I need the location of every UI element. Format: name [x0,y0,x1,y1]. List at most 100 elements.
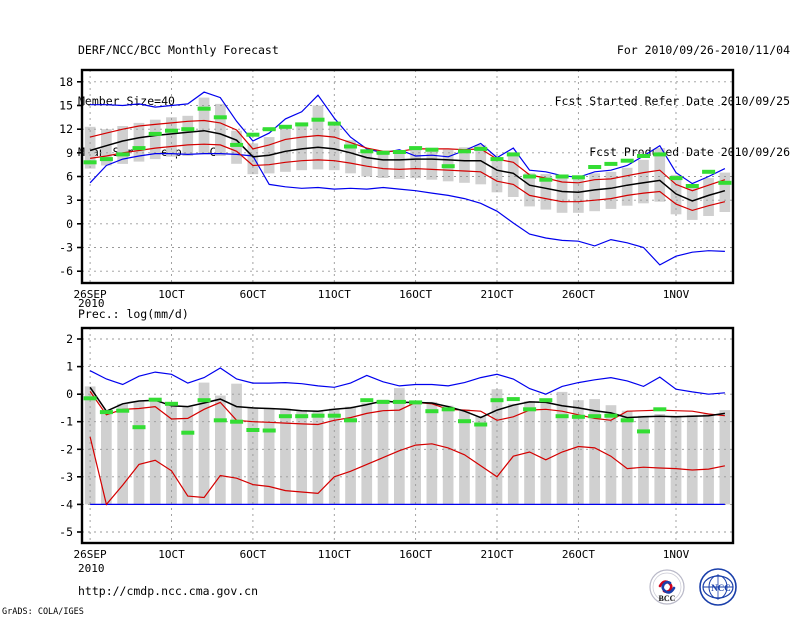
observed-segment [588,165,602,169]
observed-segment [230,419,244,424]
ensemble-box [231,130,242,164]
x-tick-label: 21OCT [480,288,513,301]
observed-segment [425,147,439,152]
observed-segment [637,154,650,158]
source-url[interactable]: http://cmdp.ncc.cma.gov.cn [78,584,259,598]
observed-segment [327,413,341,418]
observed-segment [571,414,585,419]
ensemble-box [638,159,649,204]
ensemble-box [654,414,666,505]
bcc-logo-icon: BCC [649,569,685,605]
ensemble-box [703,414,714,505]
x-tick-label: 26SEP [74,548,107,561]
ensemble-box [345,406,356,505]
ensemble-box [345,140,356,174]
x-tick-label: 6OCT [240,548,267,561]
ensemble-box [475,144,487,185]
observed-segment [458,149,471,154]
x-axis: 26SEP 1OCT 6OCT 11OCT 16OCT 21OCT 26OCT 1NOV [74,548,690,561]
ensemble-box [149,119,161,160]
observed-segment [360,149,374,154]
observed-segment [83,160,97,165]
x-tick-label: 1NOV [663,288,690,301]
x-tick-label: 11OCT [318,548,351,561]
observed-segment [409,146,423,151]
ensemble-box [117,126,128,164]
y-tick-label: 18 [59,75,73,89]
agency-logos: BCC NCC [649,568,737,606]
x-tick-label: 11OCT [318,288,351,301]
ensemble-box [589,173,600,212]
x-tick-label: 16OCT [399,548,432,561]
ensemble-box [101,410,112,505]
header-right-block: For 2010/09/26-2010/11/04 Fcst Started R… [555,8,790,178]
ensemble-box [491,158,503,193]
observed-segment [620,418,634,423]
x-tick-label: 16OCT [399,288,432,301]
series-ensemble-max [89,152,725,266]
series-ensemble-max [89,367,725,395]
observed-segment [604,413,618,418]
observed-segment [392,150,406,154]
ensemble-box [621,410,633,505]
observed-segment [490,398,504,403]
observed-segment [474,146,488,151]
ensemble-box-group [84,382,731,505]
observed-segment [197,398,211,403]
observed-segment [230,142,244,147]
observed-segment [718,180,732,185]
y-tick-label: -6 [59,264,73,278]
observed-segment [523,407,537,412]
y-tick-label: -3 [59,241,73,255]
series-ensemble-min [90,91,726,185]
ensemble-box [198,97,210,155]
ensemble-box [524,401,535,505]
ensemble-box [459,147,470,183]
ensemble-box [84,126,96,169]
observed-segment [620,158,634,163]
ensemble-box [361,150,373,177]
observed-segment [376,150,390,155]
observed-segment [181,430,195,435]
y-tick-label: 1 [66,360,73,374]
observed-segment [409,400,423,405]
ensemble-box [719,410,731,505]
observed-segment [441,164,455,169]
ensemble-box [573,178,584,213]
ensemble-box [312,105,324,170]
observed-segment [604,161,618,166]
ensemble-box [540,174,552,210]
ensemble-box [540,401,552,505]
observed-segment [295,122,309,127]
grads-attribution: GrADS: COLA/IGES [2,607,84,617]
ensemble-box [198,382,210,505]
y-axis: 18 15 12 9 6 3 0 -3 -6 [59,75,82,278]
ensemble-box [491,389,503,505]
y-tick-label: 15 [59,99,73,113]
observed-segment [669,176,683,181]
ensemble-box [605,171,617,209]
ensemble-box [215,395,226,505]
x-tick-label: 1OCT [158,288,185,301]
observed-segment [311,117,325,122]
series-upper-quartile [89,119,726,192]
observed-segment [571,175,585,180]
ensemble-box [263,407,275,505]
series-ensemble-mean [89,129,726,202]
ensemble-box [215,103,226,156]
svg-text:BCC: BCC [659,594,676,603]
observed-segment [588,414,602,419]
ncc-logo-icon: NCC [699,568,737,606]
ensemble-box [410,401,421,505]
observed-segment [278,124,292,129]
ensemble-box [638,415,649,505]
y-tick-label: 6 [66,170,73,184]
observed-segment [376,399,390,404]
ensemble-box [686,185,698,220]
observed-segment [148,397,162,402]
ensemble-box [182,406,194,505]
ensemble-box [182,115,194,156]
ensemble-box [703,178,714,216]
ensemble-box [426,401,438,505]
